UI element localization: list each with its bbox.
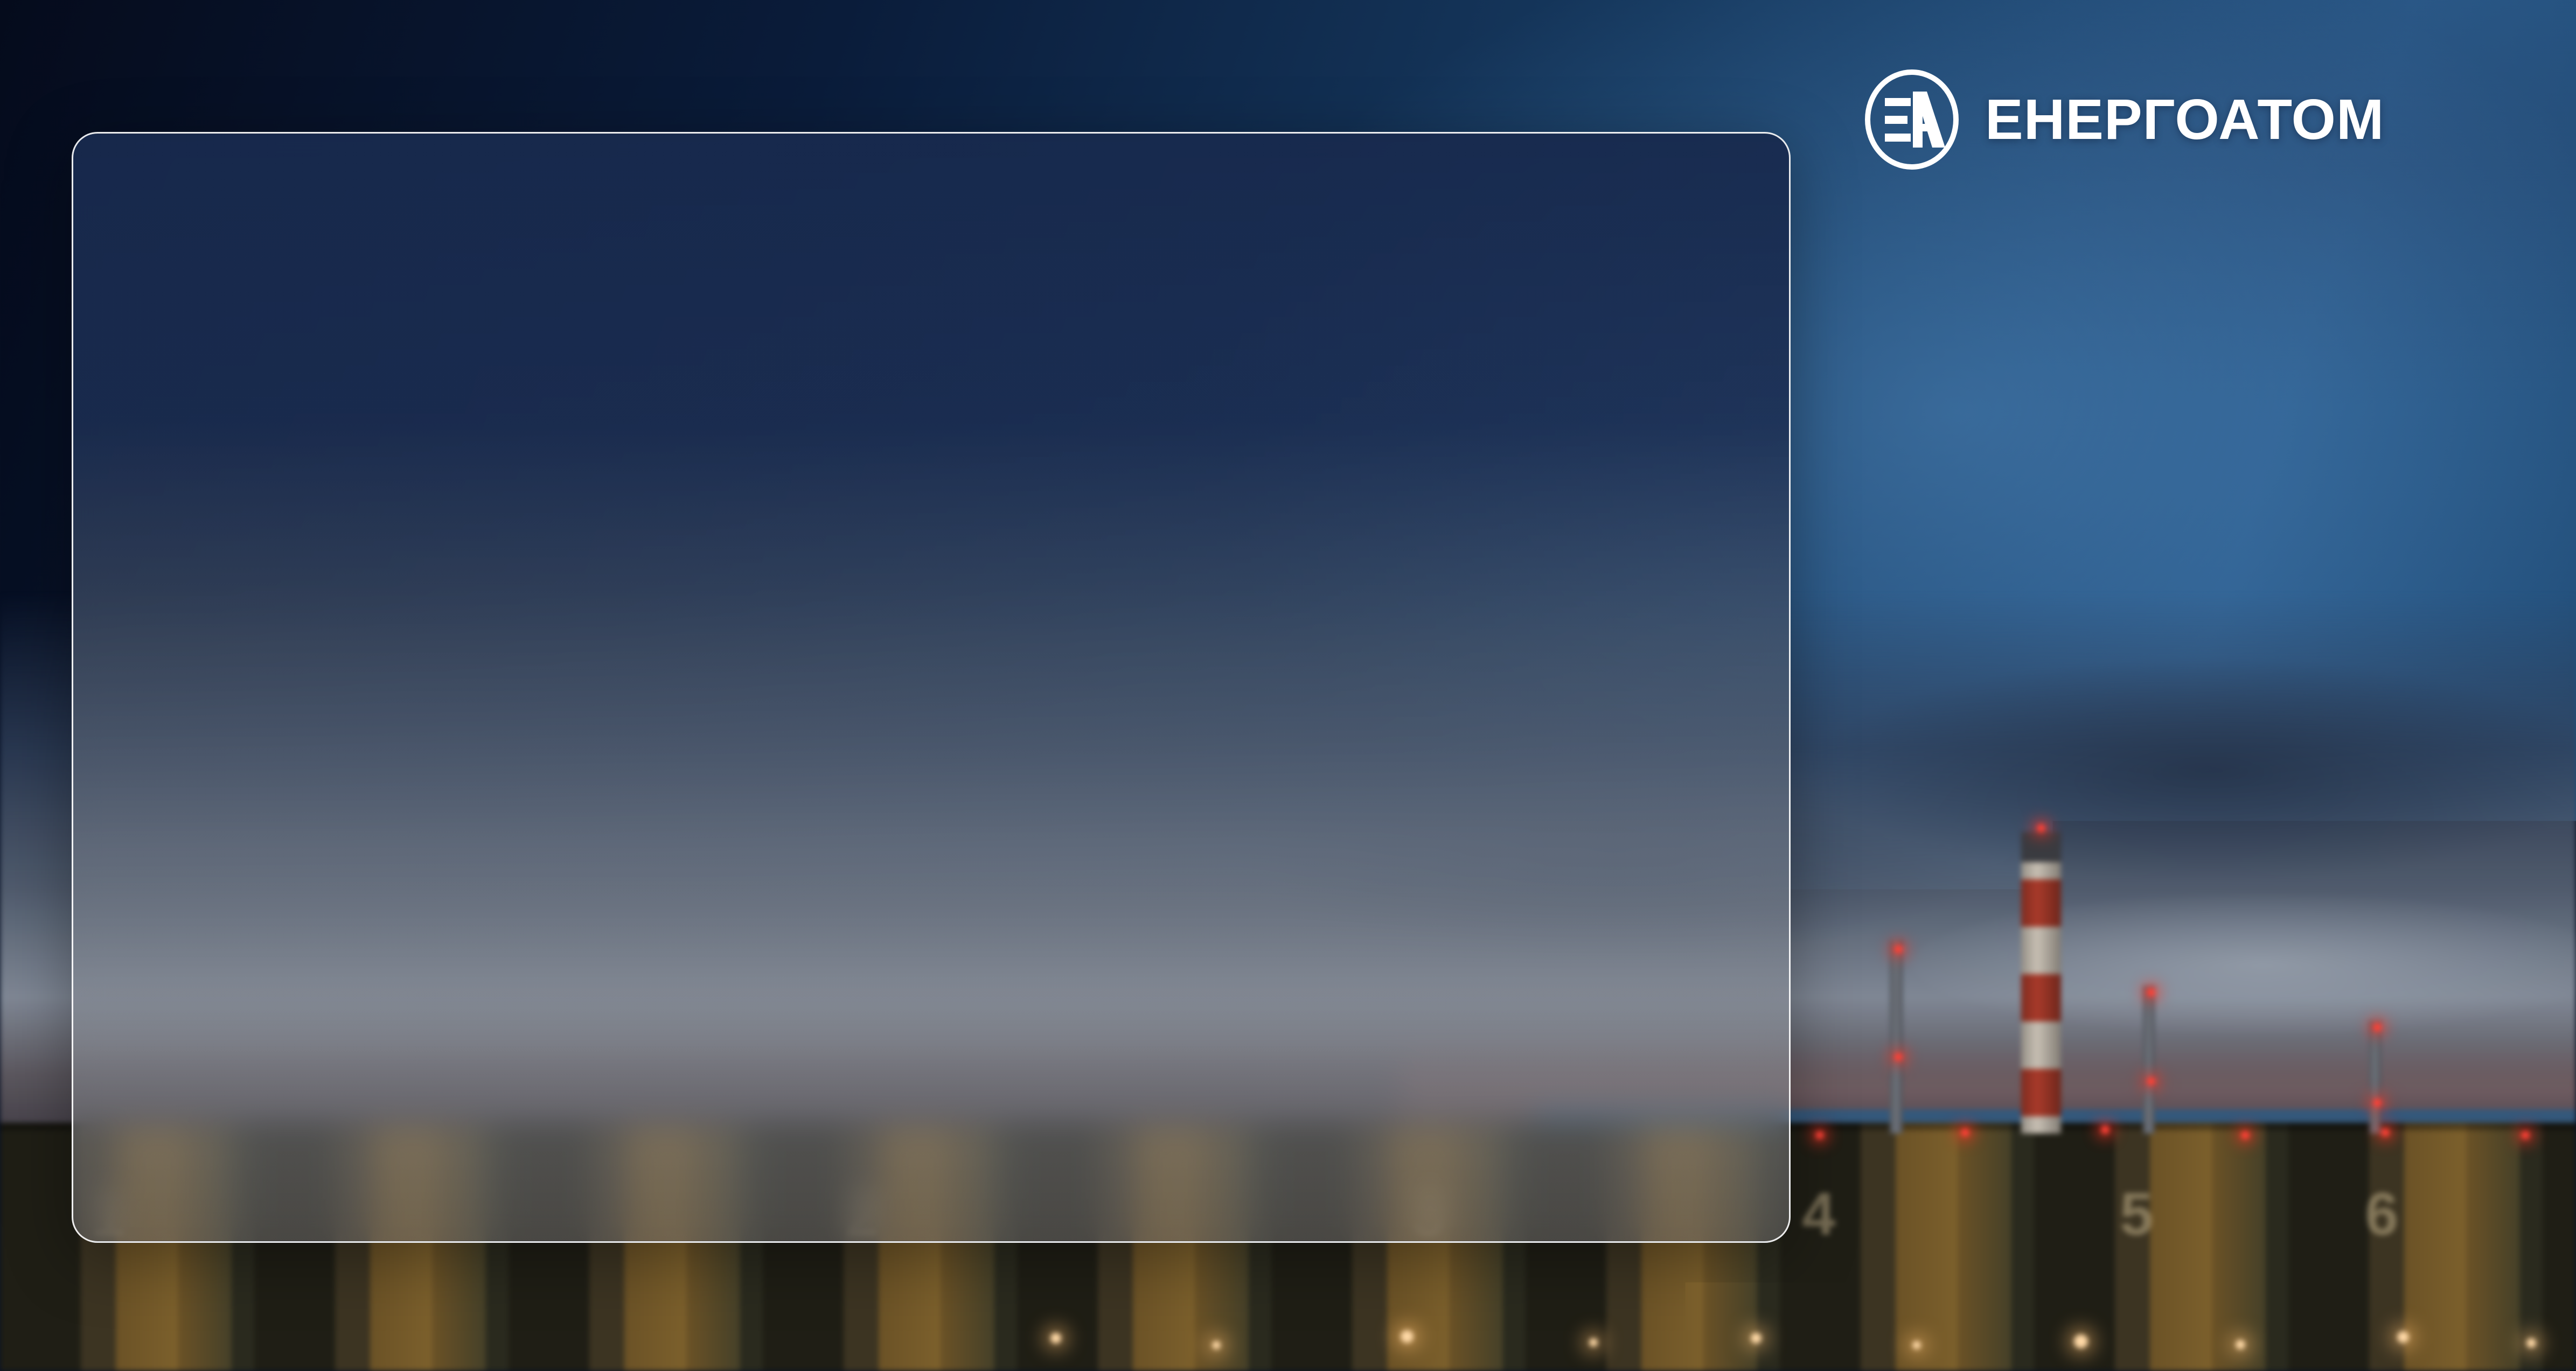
unit-number-5: 5 bbox=[2120, 1179, 2153, 1249]
red-warning-light bbox=[2241, 1131, 2250, 1139]
striped-chimney bbox=[2021, 832, 2061, 1134]
ground-light bbox=[1912, 1341, 1921, 1349]
vent-stack bbox=[1890, 940, 1903, 1134]
red-warning-light bbox=[2373, 1023, 2382, 1032]
ground-light bbox=[2236, 1340, 2245, 1349]
legend-label: Зона спостереження bbox=[1974, 529, 2322, 568]
logo: ЕНЕРГОАТОМ bbox=[1863, 68, 2384, 171]
ground-light bbox=[2526, 1338, 2536, 1348]
divider bbox=[1864, 787, 2459, 788]
infographic-canvas: 123456 ЕНЕРГОАТОМ Значення потужності ек… bbox=[0, 0, 2576, 1371]
legend-item-3: Зона спостереження bbox=[1861, 513, 2401, 585]
vent-stack bbox=[2369, 1020, 2381, 1134]
legend-label: Санітарно-захисна зона bbox=[1974, 442, 2376, 481]
red-warning-light bbox=[1894, 945, 1903, 954]
legend: Промисловий майданчик Санітарно-захисна з… bbox=[1861, 338, 2401, 600]
ground-light bbox=[1401, 1330, 1414, 1343]
red-warning-light bbox=[2147, 988, 2155, 997]
red-warning-light bbox=[2381, 1128, 2390, 1137]
legend-label: Промисловий майданчик bbox=[1974, 355, 2401, 394]
chart-title-line: Значення потужності експозиційної bbox=[170, 256, 1678, 327]
ground-light bbox=[2397, 1331, 2409, 1343]
source-note: Дані із системи IRMIS МАГАТЕ bbox=[1864, 835, 2456, 864]
red-warning-light bbox=[1961, 1128, 1969, 1137]
ground-light bbox=[1751, 1333, 1762, 1344]
ground-light bbox=[1050, 1333, 1061, 1344]
red-warning-light bbox=[2037, 824, 2045, 833]
legend-swatch bbox=[1861, 513, 1934, 585]
unit-number-4: 4 bbox=[1802, 1179, 1835, 1249]
red-warning-light bbox=[2373, 1099, 2382, 1107]
limit-note: Граничне значення ПЕД (потужності експоз… bbox=[1864, 683, 2403, 815]
chart-title: Значення потужності експозиційної дози га… bbox=[170, 256, 1678, 471]
ground-light bbox=[1212, 1341, 1221, 1349]
red-warning-light bbox=[1815, 1131, 1824, 1139]
red-warning-light bbox=[1894, 1053, 1903, 1061]
ground-light bbox=[1589, 1338, 1598, 1347]
vent-stack bbox=[2143, 985, 2155, 1134]
legend-swatch bbox=[1861, 425, 1934, 498]
legend-item-1: Промисловий майданчик bbox=[1861, 338, 2401, 410]
unit-number-6: 6 bbox=[2365, 1179, 2398, 1249]
brand-name: ЕНЕРГОАТОМ bbox=[1985, 87, 2384, 152]
red-warning-light bbox=[2147, 1077, 2155, 1086]
energoatom-logo-icon bbox=[1863, 68, 1960, 171]
red-warning-light bbox=[2521, 1131, 2530, 1139]
legend-swatch bbox=[1861, 338, 1934, 410]
ground-light bbox=[2074, 1334, 2088, 1348]
chart-title-line: розміщення ЗАЕС на ТОТ bbox=[170, 400, 1678, 471]
legend-item-2: Санітарно-захисна зона bbox=[1861, 425, 2401, 498]
red-warning-light bbox=[2101, 1125, 2109, 1134]
chart-title-line: дози гамма-випромінювання в районі bbox=[170, 327, 1678, 399]
